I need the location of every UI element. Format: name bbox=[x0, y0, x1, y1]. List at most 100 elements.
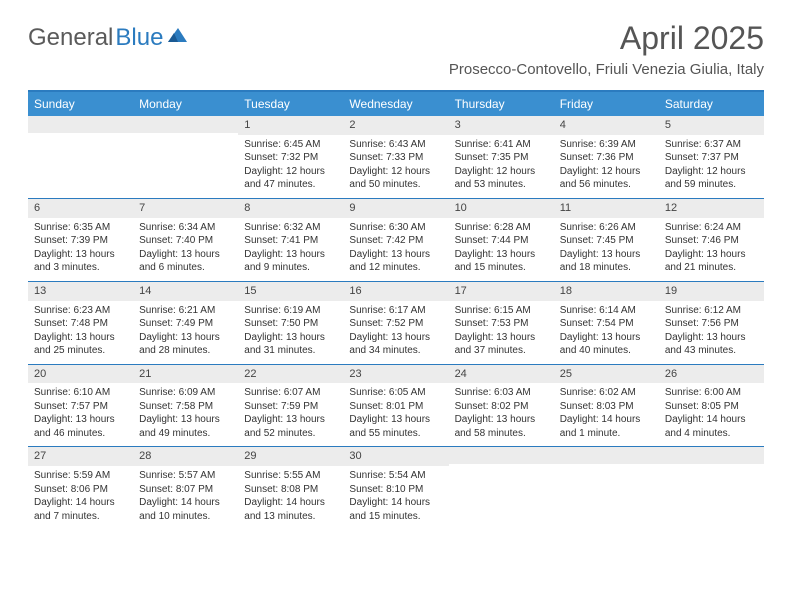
day-cell: 22Sunrise: 6:07 AMSunset: 7:59 PMDayligh… bbox=[238, 365, 343, 447]
day-number: 18 bbox=[554, 282, 659, 301]
day-details: Sunrise: 5:59 AMSunset: 8:06 PMDaylight:… bbox=[28, 466, 133, 529]
day-detail-line: Daylight: 13 hours bbox=[665, 248, 758, 262]
day-detail-line: Daylight: 13 hours bbox=[139, 413, 232, 427]
dow-header: Saturday bbox=[659, 92, 764, 116]
day-detail-line: Sunrise: 6:45 AM bbox=[244, 138, 337, 152]
day-number: 5 bbox=[659, 116, 764, 135]
day-detail-line: Sunset: 7:50 PM bbox=[244, 317, 337, 331]
day-detail-line: Sunrise: 6:41 AM bbox=[455, 138, 548, 152]
day-detail-line: and 53 minutes. bbox=[455, 178, 548, 192]
logo-text-gray: General bbox=[28, 24, 113, 52]
day-detail-line: Sunset: 7:36 PM bbox=[560, 151, 653, 165]
day-detail-line: Sunrise: 6:24 AM bbox=[665, 221, 758, 235]
day-detail-line: Daylight: 12 hours bbox=[455, 165, 548, 179]
day-detail-line: and 1 minute. bbox=[560, 427, 653, 441]
day-cell: 12Sunrise: 6:24 AMSunset: 7:46 PMDayligh… bbox=[659, 199, 764, 281]
day-cell: 9Sunrise: 6:30 AMSunset: 7:42 PMDaylight… bbox=[343, 199, 448, 281]
day-cell: 27Sunrise: 5:59 AMSunset: 8:06 PMDayligh… bbox=[28, 447, 133, 529]
week-row: 6Sunrise: 6:35 AMSunset: 7:39 PMDaylight… bbox=[28, 199, 764, 282]
week-row: 20Sunrise: 6:10 AMSunset: 7:57 PMDayligh… bbox=[28, 365, 764, 448]
day-number: 26 bbox=[659, 365, 764, 384]
day-detail-line: and 46 minutes. bbox=[34, 427, 127, 441]
days-of-week-row: SundayMondayTuesdayWednesdayThursdayFrid… bbox=[28, 92, 764, 116]
day-number: 27 bbox=[28, 447, 133, 466]
day-detail-line: and 25 minutes. bbox=[34, 344, 127, 358]
day-detail-line: Sunset: 8:05 PM bbox=[665, 400, 758, 414]
weeks-container: 1Sunrise: 6:45 AMSunset: 7:32 PMDaylight… bbox=[28, 116, 764, 529]
calendar: SundayMondayTuesdayWednesdayThursdayFrid… bbox=[28, 92, 764, 529]
day-details: Sunrise: 6:17 AMSunset: 7:52 PMDaylight:… bbox=[343, 301, 448, 364]
day-number: 20 bbox=[28, 365, 133, 384]
day-detail-line: Sunset: 7:35 PM bbox=[455, 151, 548, 165]
day-detail-line: Daylight: 13 hours bbox=[34, 413, 127, 427]
day-cell: 19Sunrise: 6:12 AMSunset: 7:56 PMDayligh… bbox=[659, 282, 764, 364]
day-details: Sunrise: 5:55 AMSunset: 8:08 PMDaylight:… bbox=[238, 466, 343, 529]
day-cell: 26 Sunrise: 6:00 AMSunset: 8:05 PMDayligh… bbox=[659, 365, 764, 447]
day-details: Sunrise: 6:30 AMSunset: 7:42 PMDaylight:… bbox=[343, 218, 448, 281]
day-detail-line: Daylight: 14 hours bbox=[665, 413, 758, 427]
day-detail-line: and 15 minutes. bbox=[455, 261, 548, 275]
day-detail-line: and 58 minutes. bbox=[455, 427, 548, 441]
day-detail-line: Daylight: 13 hours bbox=[244, 413, 337, 427]
day-detail-line: and 3 minutes. bbox=[34, 261, 127, 275]
day-detail-line: Sunrise: 6:26 AM bbox=[560, 221, 653, 235]
day-detail-line: and 18 minutes. bbox=[560, 261, 653, 275]
day-detail-line: Sunrise: 6:00 AM bbox=[665, 386, 758, 400]
day-detail-line: and 6 minutes. bbox=[139, 261, 232, 275]
day-detail-line: and 12 minutes. bbox=[349, 261, 442, 275]
day-cell: 21Sunrise: 6:09 AMSunset: 7:58 PMDayligh… bbox=[133, 365, 238, 447]
day-details: Sunrise: 6:37 AMSunset: 7:37 PMDaylight:… bbox=[659, 135, 764, 198]
day-detail-line: Sunset: 8:02 PM bbox=[455, 400, 548, 414]
day-detail-line: Sunrise: 6:09 AM bbox=[139, 386, 232, 400]
day-detail-line: Sunset: 8:03 PM bbox=[560, 400, 653, 414]
day-detail-line: Daylight: 14 hours bbox=[244, 496, 337, 510]
day-detail-line: Daylight: 14 hours bbox=[139, 496, 232, 510]
day-details: Sunrise: 6:03 AMSunset: 8:02 PMDaylight:… bbox=[449, 383, 554, 446]
day-number bbox=[554, 447, 659, 464]
day-detail-line: Sunset: 7:32 PM bbox=[244, 151, 337, 165]
day-detail-line: Sunrise: 6:21 AM bbox=[139, 304, 232, 318]
day-detail-line: Daylight: 13 hours bbox=[349, 413, 442, 427]
day-number: 11 bbox=[554, 199, 659, 218]
day-number: 30 bbox=[343, 447, 448, 466]
day-number: 8 bbox=[238, 199, 343, 218]
day-details: Sunrise: 6:10 AMSunset: 7:57 PMDaylight:… bbox=[28, 383, 133, 446]
day-detail-line: Sunset: 7:45 PM bbox=[560, 234, 653, 248]
day-detail-line: Sunrise: 6:05 AM bbox=[349, 386, 442, 400]
day-detail-line: and 47 minutes. bbox=[244, 178, 337, 192]
day-detail-line: Sunset: 7:57 PM bbox=[34, 400, 127, 414]
day-details: Sunrise: 6:05 AMSunset: 8:01 PMDaylight:… bbox=[343, 383, 448, 446]
day-details: Sunrise: 6:34 AMSunset: 7:40 PMDaylight:… bbox=[133, 218, 238, 281]
week-row: 27Sunrise: 5:59 AMSunset: 8:06 PMDayligh… bbox=[28, 447, 764, 529]
day-detail-line: Sunset: 8:07 PM bbox=[139, 483, 232, 497]
day-detail-line: Sunrise: 6:07 AM bbox=[244, 386, 337, 400]
day-detail-line: Sunset: 7:41 PM bbox=[244, 234, 337, 248]
day-detail-line: Daylight: 13 hours bbox=[34, 248, 127, 262]
day-cell: 25Sunrise: 6:02 AMSunset: 8:03 PMDayligh… bbox=[554, 365, 659, 447]
day-detail-line: and 49 minutes. bbox=[139, 427, 232, 441]
day-details: Sunrise: 5:57 AMSunset: 8:07 PMDaylight:… bbox=[133, 466, 238, 529]
day-cell: 3Sunrise: 6:41 AMSunset: 7:35 PMDaylight… bbox=[449, 116, 554, 198]
day-number: 9 bbox=[343, 199, 448, 218]
day-detail-line: Sunrise: 6:03 AM bbox=[455, 386, 548, 400]
day-detail-line: Sunrise: 5:59 AM bbox=[34, 469, 127, 483]
day-detail-line: Daylight: 12 hours bbox=[560, 165, 653, 179]
day-details: Sunrise: 6:39 AMSunset: 7:36 PMDaylight:… bbox=[554, 135, 659, 198]
day-cell: 24Sunrise: 6:03 AMSunset: 8:02 PMDayligh… bbox=[449, 365, 554, 447]
day-detail-line: Sunset: 7:39 PM bbox=[34, 234, 127, 248]
day-cell: 5Sunrise: 6:37 AMSunset: 7:37 PMDaylight… bbox=[659, 116, 764, 198]
day-cell: 30Sunrise: 5:54 AMSunset: 8:10 PMDayligh… bbox=[343, 447, 448, 529]
day-cell: 23Sunrise: 6:05 AMSunset: 8:01 PMDayligh… bbox=[343, 365, 448, 447]
day-detail-line: Sunset: 7:54 PM bbox=[560, 317, 653, 331]
day-number: 12 bbox=[659, 199, 764, 218]
day-detail-line: and 37 minutes. bbox=[455, 344, 548, 358]
day-detail-line: Daylight: 12 hours bbox=[665, 165, 758, 179]
day-detail-line: Daylight: 13 hours bbox=[244, 331, 337, 345]
day-detail-line: Sunset: 7:49 PM bbox=[139, 317, 232, 331]
day-detail-line: Daylight: 13 hours bbox=[560, 248, 653, 262]
day-number bbox=[28, 116, 133, 133]
dow-header: Tuesday bbox=[238, 92, 343, 116]
day-detail-line: Sunset: 7:56 PM bbox=[665, 317, 758, 331]
day-detail-line: Sunrise: 6:23 AM bbox=[34, 304, 127, 318]
day-detail-line: and 56 minutes. bbox=[560, 178, 653, 192]
